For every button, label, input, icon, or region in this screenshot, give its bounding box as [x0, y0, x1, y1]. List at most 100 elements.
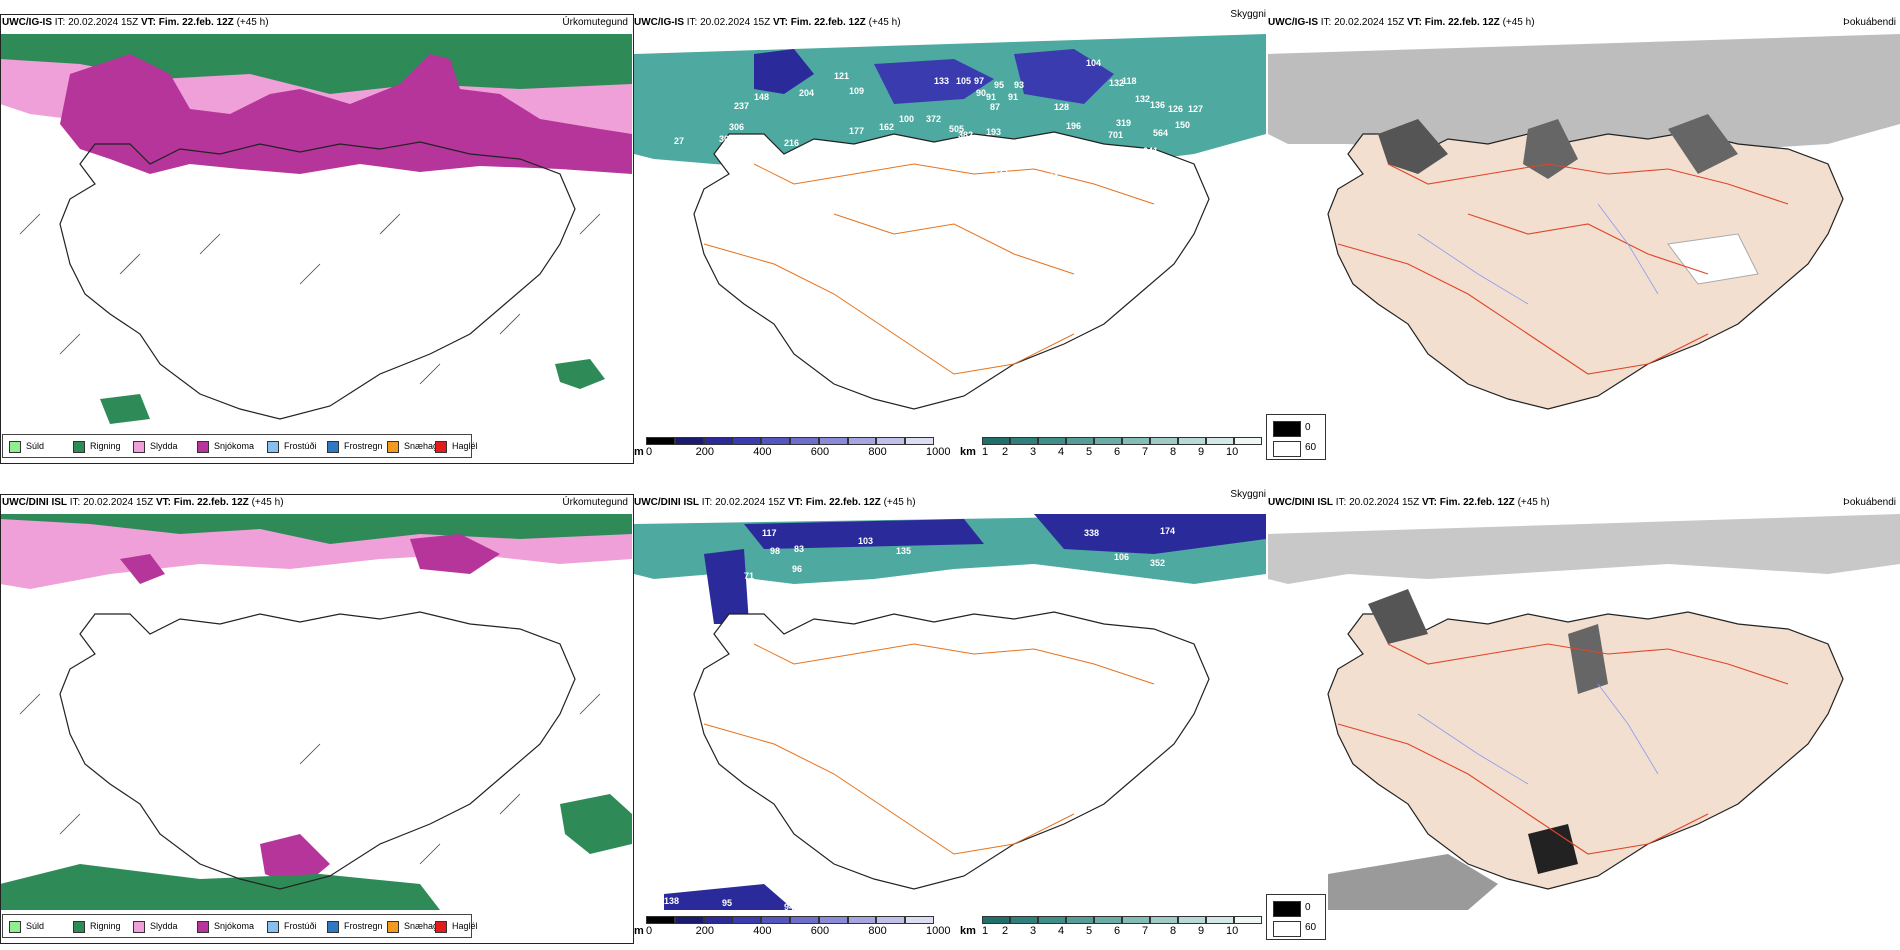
visibility-value-label: 95 — [994, 80, 1004, 90]
scale-tick-label: 800 — [868, 446, 887, 458]
legend-swatch — [197, 920, 209, 933]
fog-area — [1014, 49, 1114, 104]
scale-tick-label: 400 — [753, 446, 772, 458]
scale-tick-label: 7 — [1142, 925, 1149, 937]
scale-tick-label: 4 — [1058, 446, 1065, 458]
it-value: 20.02.2024 15Z — [83, 497, 154, 508]
scale-swatch — [1234, 437, 1262, 445]
lead-time: (+45 h) — [1517, 497, 1550, 508]
visibility-m-scale: m 0 200 400 600 800 1000 — [634, 437, 950, 461]
lead-time: (+45 h) — [1502, 17, 1535, 28]
scale-tick-label: 9 — [1198, 446, 1205, 458]
scale-swatch — [982, 437, 1010, 445]
scale-tick-label: 600 — [810, 925, 830, 937]
scale-swatch — [732, 437, 762, 445]
visibility-value-label: 174 — [1160, 526, 1175, 536]
visibility-km-scale: km 1 2 3 4 5 6 7 8 9 10 — [960, 916, 1266, 940]
fog-legend-label: 0 — [1305, 422, 1311, 433]
scale-swatch — [1010, 437, 1038, 445]
visibility-value-label: 227 — [928, 860, 943, 870]
legend-swatch — [327, 440, 339, 453]
visibility-map-dini[interactable]: 117 83 98 96 71 103 135 338 174 106 352 227 8 138 95 94… — [634, 514, 1266, 910]
legend-item: Rigning — [73, 920, 121, 933]
visibility-value-label: 121 — [834, 71, 849, 81]
visibility-value-label: 138 — [664, 896, 679, 906]
fog-map-igis[interactable] — [1268, 34, 1900, 430]
visibility-value-label: 98 — [770, 546, 780, 556]
visibility-value-label: 148 — [754, 92, 769, 102]
it-value: 20.02.2024 15Z — [700, 17, 771, 28]
visibility-value-label: 237 — [734, 101, 749, 111]
fog-patch — [1378, 119, 1448, 174]
scale-tick-label: 2 — [1002, 446, 1009, 458]
scale-swatch — [847, 916, 877, 924]
fog-legend: 0 60 — [1266, 414, 1326, 460]
fog-sea — [1268, 514, 1900, 584]
rain-area — [100, 394, 150, 424]
scale-tick-label: 5 — [1086, 925, 1093, 937]
visibility-value-label: 83 — [794, 544, 804, 554]
legend-label: Snæhagl — [404, 441, 441, 451]
visibility-value-label: 564 — [1153, 128, 1168, 138]
it-label: IT: — [1335, 497, 1347, 508]
legend-swatch — [73, 440, 85, 453]
it-label: IT: — [701, 497, 713, 508]
vt-label: VT: — [140, 17, 156, 28]
panel-header: UWC/DINI ISL IT: 20.02.2024 15Z VT: Fim.… — [2, 494, 284, 512]
visibility-value-label: 668 — [947, 153, 962, 163]
panel-title: Úrkomutegund — [562, 497, 628, 508]
scale-tick-label: 3 — [1030, 925, 1037, 937]
legend-swatch — [9, 440, 21, 453]
sleet-area — [0, 519, 632, 589]
it-label: IT: — [1320, 17, 1332, 28]
scale-swatch — [876, 437, 906, 445]
visibility-value-label: 208 — [984, 138, 999, 148]
legend-label: Slydda — [150, 921, 178, 931]
scale-swatch — [674, 916, 704, 924]
visibility-value-label: 105 — [956, 76, 971, 86]
panel-header: UWC/DINI ISL IT: 20.02.2024 15Z VT: Fim.… — [1268, 494, 1550, 512]
precip-map-igis[interactable] — [0, 34, 632, 430]
legend-item: Súld — [9, 440, 44, 453]
fog-patch — [1528, 824, 1578, 874]
lead-time: (+45 h) — [251, 497, 284, 508]
legend-label: Snjókoma — [214, 921, 255, 931]
legend-item: Rigning — [73, 440, 121, 453]
scale-swatch — [761, 437, 790, 445]
fog-map-dini[interactable] — [1268, 514, 1900, 910]
vt-value: Fim. 22.feb. 12Z — [790, 17, 866, 28]
legend-label: Frostúði — [284, 921, 317, 931]
visibility-value-label: 25 — [914, 186, 924, 196]
scale-swatch — [1094, 916, 1122, 924]
scale-tick-label: 3 — [1030, 446, 1037, 458]
legend-label: Slydda — [150, 441, 178, 451]
visibility-value-label: 136 — [1150, 100, 1165, 110]
panel-title: Þokuábendi — [1843, 17, 1896, 28]
wind-barbs — [19, 693, 601, 865]
visibility-value-label: 103 — [858, 536, 873, 546]
vt-label: VT: — [772, 17, 788, 28]
visibility-value-label: 117 — [762, 528, 777, 538]
precip-map-dini[interactable] — [0, 514, 632, 910]
scale-swatch — [1206, 437, 1234, 445]
visibility-value-label: 127 — [1188, 104, 1203, 114]
visibility-value-label: 204 — [799, 88, 814, 98]
panel-title: Skyggni — [1230, 489, 1266, 500]
fog-patch — [1668, 114, 1738, 174]
it-value: 20.02.2024 15Z — [1349, 497, 1420, 508]
scale-tick-label: 400 — [753, 925, 772, 937]
vt-value: Fim. 22.feb. 12Z — [158, 17, 234, 28]
legend-label: Frostregn — [344, 921, 383, 931]
visibility-map-igis[interactable]: 121 204 109 237 148 306 27 177 162 216 304 245 72 100… — [634, 34, 1266, 430]
panel-igis-precip: UWC/IG-IS IT: 20.02.2024 15Z VT: Fim. 22… — [0, 14, 632, 464]
panel-header: UWC/IG-IS IT: 20.02.2024 15Z VT: Fim. 22… — [2, 14, 269, 32]
scale-swatch — [876, 916, 906, 924]
visibility-value-label: 101 — [1067, 184, 1082, 194]
panel-header: UWC/DINI ISL IT: 20.02.2024 15Z VT: Fim.… — [634, 494, 916, 512]
snow-area — [120, 554, 165, 584]
scale-swatch — [1178, 916, 1206, 924]
visibility-value-label: 177 — [849, 126, 864, 136]
visibility-value-label: 27 — [674, 136, 684, 146]
scale-swatch — [732, 916, 762, 924]
snow-area — [410, 534, 500, 574]
